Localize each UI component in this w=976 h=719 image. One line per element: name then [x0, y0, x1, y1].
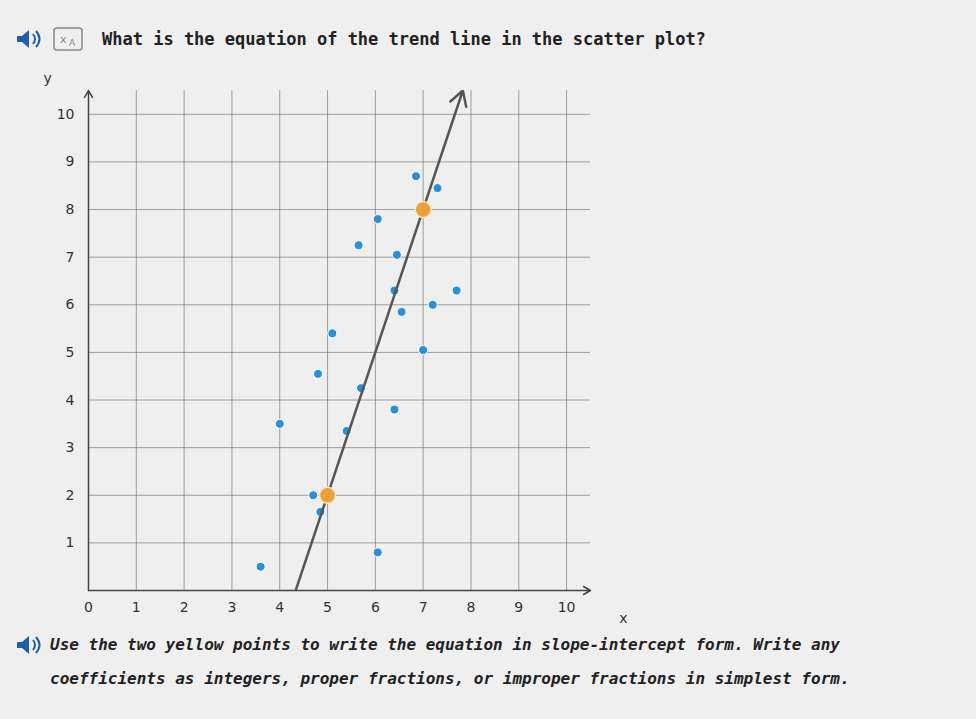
svg-text:7: 7	[66, 249, 75, 265]
html-text:What is the equation of the tr: What is the equation of the trend line i…	[102, 29, 706, 49]
svg-text:5: 5	[323, 599, 332, 615]
svg-text:4: 4	[275, 599, 284, 615]
svg-text:5: 5	[66, 344, 75, 360]
svg-text:A: A	[69, 38, 76, 48]
svg-text:3: 3	[66, 439, 75, 455]
svg-text:7: 7	[419, 599, 428, 615]
svg-text:8: 8	[467, 599, 476, 615]
svg-text:6: 6	[371, 599, 380, 615]
svg-text:9: 9	[66, 153, 75, 169]
svg-text:x: x	[60, 33, 67, 46]
svg-text:4: 4	[66, 392, 75, 408]
svg-text:0: 0	[84, 599, 93, 615]
svg-text:x: x	[619, 610, 627, 626]
svg-text:10: 10	[57, 106, 75, 122]
svg-text:8: 8	[66, 201, 75, 217]
svg-text:1: 1	[66, 534, 75, 550]
svg-text:y: y	[44, 70, 52, 86]
svg-text:6: 6	[66, 296, 75, 312]
svg-text:10: 10	[558, 599, 576, 615]
svg-text:3: 3	[227, 599, 236, 615]
svg-text:2: 2	[66, 487, 75, 503]
svg-text:2: 2	[180, 599, 189, 615]
html-text:Use the two yellow points to w: Use the two yellow points to write the e…	[50, 635, 850, 688]
svg-text:9: 9	[514, 599, 523, 615]
svg-text:1: 1	[132, 599, 141, 615]
